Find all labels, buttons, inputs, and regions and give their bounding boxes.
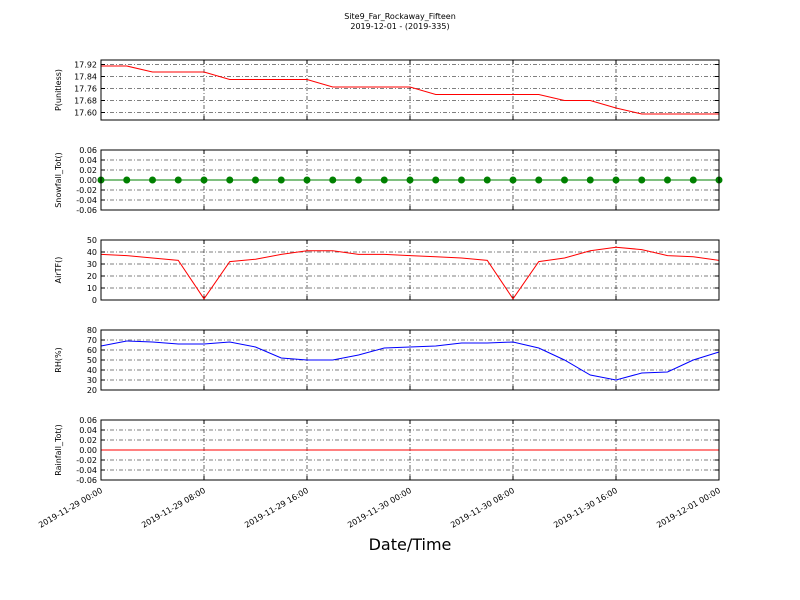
- marker: [406, 176, 414, 184]
- marker: [174, 176, 182, 184]
- y-axis-label: Snowfall_Tot(): [54, 152, 63, 208]
- marker: [123, 176, 131, 184]
- x-tick-label: 2019-12-01 00:00: [655, 486, 722, 530]
- y-tick-label: 0.06: [79, 416, 97, 425]
- y-tick-label: 30: [87, 376, 97, 385]
- series-line: [101, 65, 719, 115]
- y-tick-label: 0.00: [79, 176, 97, 185]
- y-tick-label: 17.76: [74, 85, 97, 94]
- y-tick-label: 0.04: [79, 156, 97, 165]
- marker: [612, 176, 620, 184]
- plot-frame: [100, 419, 720, 481]
- y-tick-label: 17.84: [74, 73, 97, 82]
- marker: [664, 176, 671, 184]
- marker: [380, 176, 388, 184]
- y-tick-label: 30: [87, 260, 97, 269]
- marker: [458, 176, 465, 184]
- series-line: [100, 340, 720, 381]
- marker: [586, 176, 594, 184]
- plot-frame: [100, 329, 720, 391]
- y-tick-label: -0.06: [76, 206, 97, 215]
- marker: [252, 176, 259, 184]
- marker: [303, 176, 311, 184]
- series-line: [100, 246, 720, 300]
- y-tick-label: 17.60: [74, 109, 97, 118]
- y-tick-label: -0.06: [76, 476, 97, 485]
- y-tick-label: 0.06: [79, 146, 97, 155]
- x-tick-label: 2019-11-29 08:00: [140, 486, 207, 530]
- chart-subtitle: 2019-12-01 - (2019-335): [350, 22, 449, 31]
- y-tick-label: -0.04: [76, 196, 97, 205]
- marker: [200, 176, 208, 184]
- marker: [535, 176, 543, 184]
- marker: [638, 176, 646, 184]
- x-tick-label: 2019-11-30 08:00: [449, 486, 516, 530]
- plot-frame: [100, 59, 720, 121]
- y-tick-label: -0.02: [76, 456, 97, 465]
- x-tick-label: 2019-11-29 00:00: [37, 486, 104, 530]
- marker: [561, 176, 568, 184]
- y-tick-label: 0.00: [79, 446, 97, 455]
- y-tick-label: 0.04: [79, 426, 97, 435]
- marker: [226, 176, 234, 184]
- chart-title: Site9_Far_Rockaway_Fifteen: [344, 12, 456, 21]
- y-axis-label: P(unitless): [54, 69, 63, 111]
- x-tick-label: 2019-11-30 00:00: [346, 486, 413, 530]
- y-axis-label: RH(%): [54, 347, 63, 372]
- y-tick-label: 60: [87, 346, 97, 355]
- y-tick-label: -0.02: [76, 186, 97, 195]
- marker: [149, 176, 156, 184]
- x-axis-label: Date/Time: [369, 535, 452, 554]
- x-tick-label: 2019-11-29 16:00: [243, 486, 310, 530]
- y-tick-label: 0.02: [79, 166, 97, 175]
- y-tick-label: 17.68: [74, 97, 97, 106]
- y-tick-label: 10: [87, 284, 97, 293]
- y-tick-label: 40: [87, 248, 97, 257]
- y-tick-label: 20: [87, 272, 97, 281]
- marker: [329, 176, 337, 184]
- marker: [689, 176, 697, 184]
- y-tick-label: -0.04: [76, 466, 97, 475]
- y-tick-label: 0.02: [79, 436, 97, 445]
- y-axis-label: AirTF(): [54, 257, 63, 284]
- marker: [277, 176, 285, 184]
- marker: [355, 176, 362, 184]
- plot-frame: [100, 239, 720, 301]
- marker: [509, 176, 517, 184]
- y-axis-label: Rainfall_Tot(): [54, 424, 63, 476]
- x-tick-label: 2019-11-30 16:00: [552, 486, 619, 530]
- y-tick-label: 40: [87, 366, 97, 375]
- marker: [483, 176, 491, 184]
- y-tick-label: 17.92: [74, 61, 97, 70]
- marker: [432, 176, 440, 184]
- y-tick-label: 50: [87, 356, 97, 365]
- plot-frame: [100, 149, 720, 211]
- y-tick-label: 80: [87, 326, 97, 335]
- y-tick-label: 0: [92, 296, 97, 305]
- y-tick-label: 50: [87, 236, 97, 245]
- y-tick-label: 70: [87, 336, 97, 345]
- y-tick-label: 20: [87, 386, 97, 395]
